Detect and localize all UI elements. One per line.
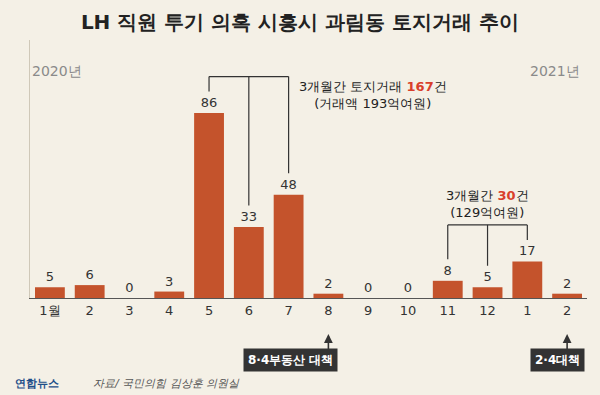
svg-text:0: 0 bbox=[364, 280, 372, 295]
svg-text:10: 10 bbox=[400, 303, 417, 318]
svg-text:1월: 1월 bbox=[39, 303, 60, 318]
svg-text:17: 17 bbox=[519, 243, 536, 258]
svg-text:LH 직원 투기 의혹 시흥시 과림동 토지거래 추이: LH 직원 투기 의혹 시흥시 과림동 토지거래 추이 bbox=[81, 10, 519, 34]
svg-text:3: 3 bbox=[125, 303, 133, 318]
svg-text:4: 4 bbox=[165, 303, 173, 318]
svg-text:연합뉴스: 연합뉴스 bbox=[15, 377, 59, 390]
svg-text:86: 86 bbox=[201, 95, 218, 110]
svg-text:48: 48 bbox=[280, 177, 297, 192]
svg-text:6: 6 bbox=[86, 267, 94, 282]
svg-text:6: 6 bbox=[245, 303, 253, 318]
svg-text:0: 0 bbox=[125, 280, 133, 295]
svg-text:12: 12 bbox=[479, 303, 496, 318]
svg-text:8·4부동산 대책: 8·4부동산 대책 bbox=[248, 353, 333, 367]
svg-text:2·4대책: 2·4대책 bbox=[535, 353, 580, 367]
svg-text:8: 8 bbox=[324, 303, 332, 318]
svg-text:7: 7 bbox=[284, 303, 292, 318]
svg-text:9: 9 bbox=[364, 303, 372, 318]
svg-text:3개월간 토지거래 167건(거래액 193억여원): 3개월간 토지거래 167건(거래액 193억여원) bbox=[299, 79, 447, 111]
svg-text:1: 1 bbox=[523, 303, 531, 318]
svg-text:자료/ 국민의힘 김상훈 의원실: 자료/ 국민의힘 김상훈 의원실 bbox=[93, 377, 240, 390]
svg-text:2021년: 2021년 bbox=[530, 63, 580, 79]
svg-text:2: 2 bbox=[563, 276, 571, 291]
svg-text:2: 2 bbox=[563, 303, 571, 318]
svg-text:3개월간 30건(129억여원): 3개월간 30건(129억여원) bbox=[446, 188, 529, 220]
svg-text:2: 2 bbox=[86, 303, 94, 318]
svg-text:11: 11 bbox=[439, 303, 456, 318]
svg-text:2020년: 2020년 bbox=[32, 63, 82, 79]
svg-text:33: 33 bbox=[241, 209, 258, 224]
svg-text:3: 3 bbox=[165, 274, 173, 289]
svg-text:0: 0 bbox=[404, 280, 412, 295]
svg-text:8: 8 bbox=[444, 263, 452, 278]
svg-text:5: 5 bbox=[205, 303, 213, 318]
svg-text:2: 2 bbox=[324, 276, 332, 291]
svg-text:5: 5 bbox=[483, 269, 491, 284]
svg-text:5: 5 bbox=[46, 269, 54, 284]
